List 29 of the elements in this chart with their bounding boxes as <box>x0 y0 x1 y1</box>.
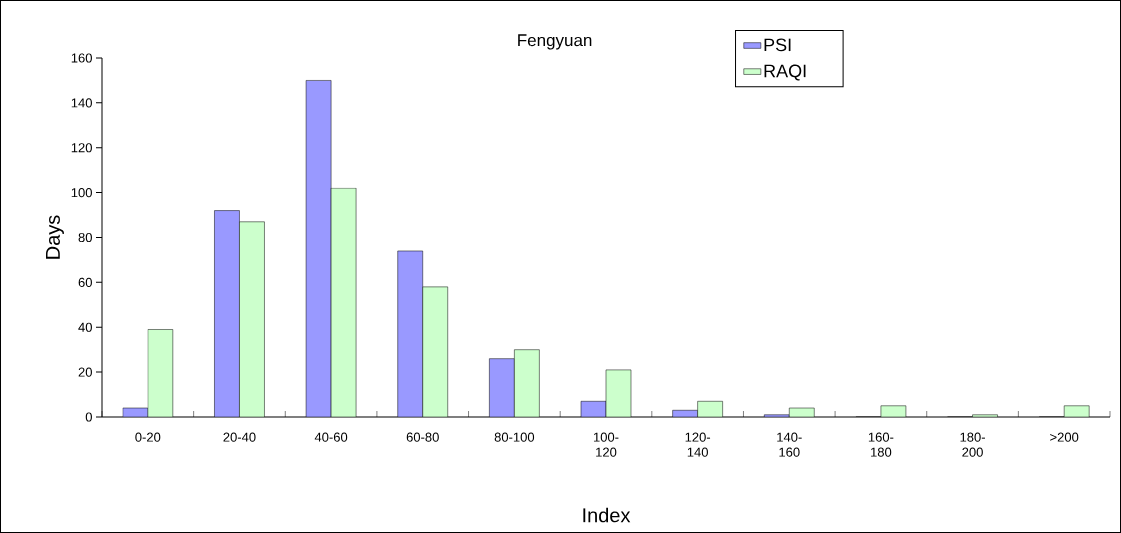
x-tick-label: 100-120 <box>593 432 619 457</box>
x-tick-label: 120-140 <box>685 432 711 457</box>
y-axis-title: Days <box>46 215 64 259</box>
x-axis-title: Index <box>583 507 631 523</box>
x-tick-label: 20-40 <box>223 432 256 442</box>
x-tick-label: 160-180 <box>868 432 894 457</box>
bar <box>489 358 515 417</box>
y-tick-label: 140 <box>71 98 92 108</box>
x-tick-label: 60-80 <box>406 432 439 442</box>
bar <box>214 210 240 417</box>
y-tick-label: 160 <box>71 53 92 63</box>
y-tick-label: 100 <box>71 188 92 198</box>
bar <box>305 80 332 417</box>
legend-label: RAQI <box>764 64 806 81</box>
chart-title: Fengyuan <box>518 34 592 50</box>
y-tick-label: 60 <box>78 277 92 287</box>
x-tick-label: 180-200 <box>960 432 985 457</box>
legend-label: PSI <box>764 38 791 52</box>
y-tick-label: 0 <box>85 412 92 422</box>
y-tick-label: 40 <box>78 322 92 332</box>
x-tick-label: 140-160 <box>777 432 802 457</box>
y-tick-label: 80 <box>78 232 92 243</box>
bar <box>397 250 423 417</box>
x-tick-label: 40-60 <box>314 432 348 442</box>
x-tick-label: 80-100 <box>494 432 535 442</box>
x-tick-label: >200 <box>1050 432 1079 442</box>
x-tick-label: 0-20 <box>135 432 161 442</box>
y-tick-label: 20 <box>78 367 92 377</box>
y-tick-label: 120 <box>71 143 92 153</box>
